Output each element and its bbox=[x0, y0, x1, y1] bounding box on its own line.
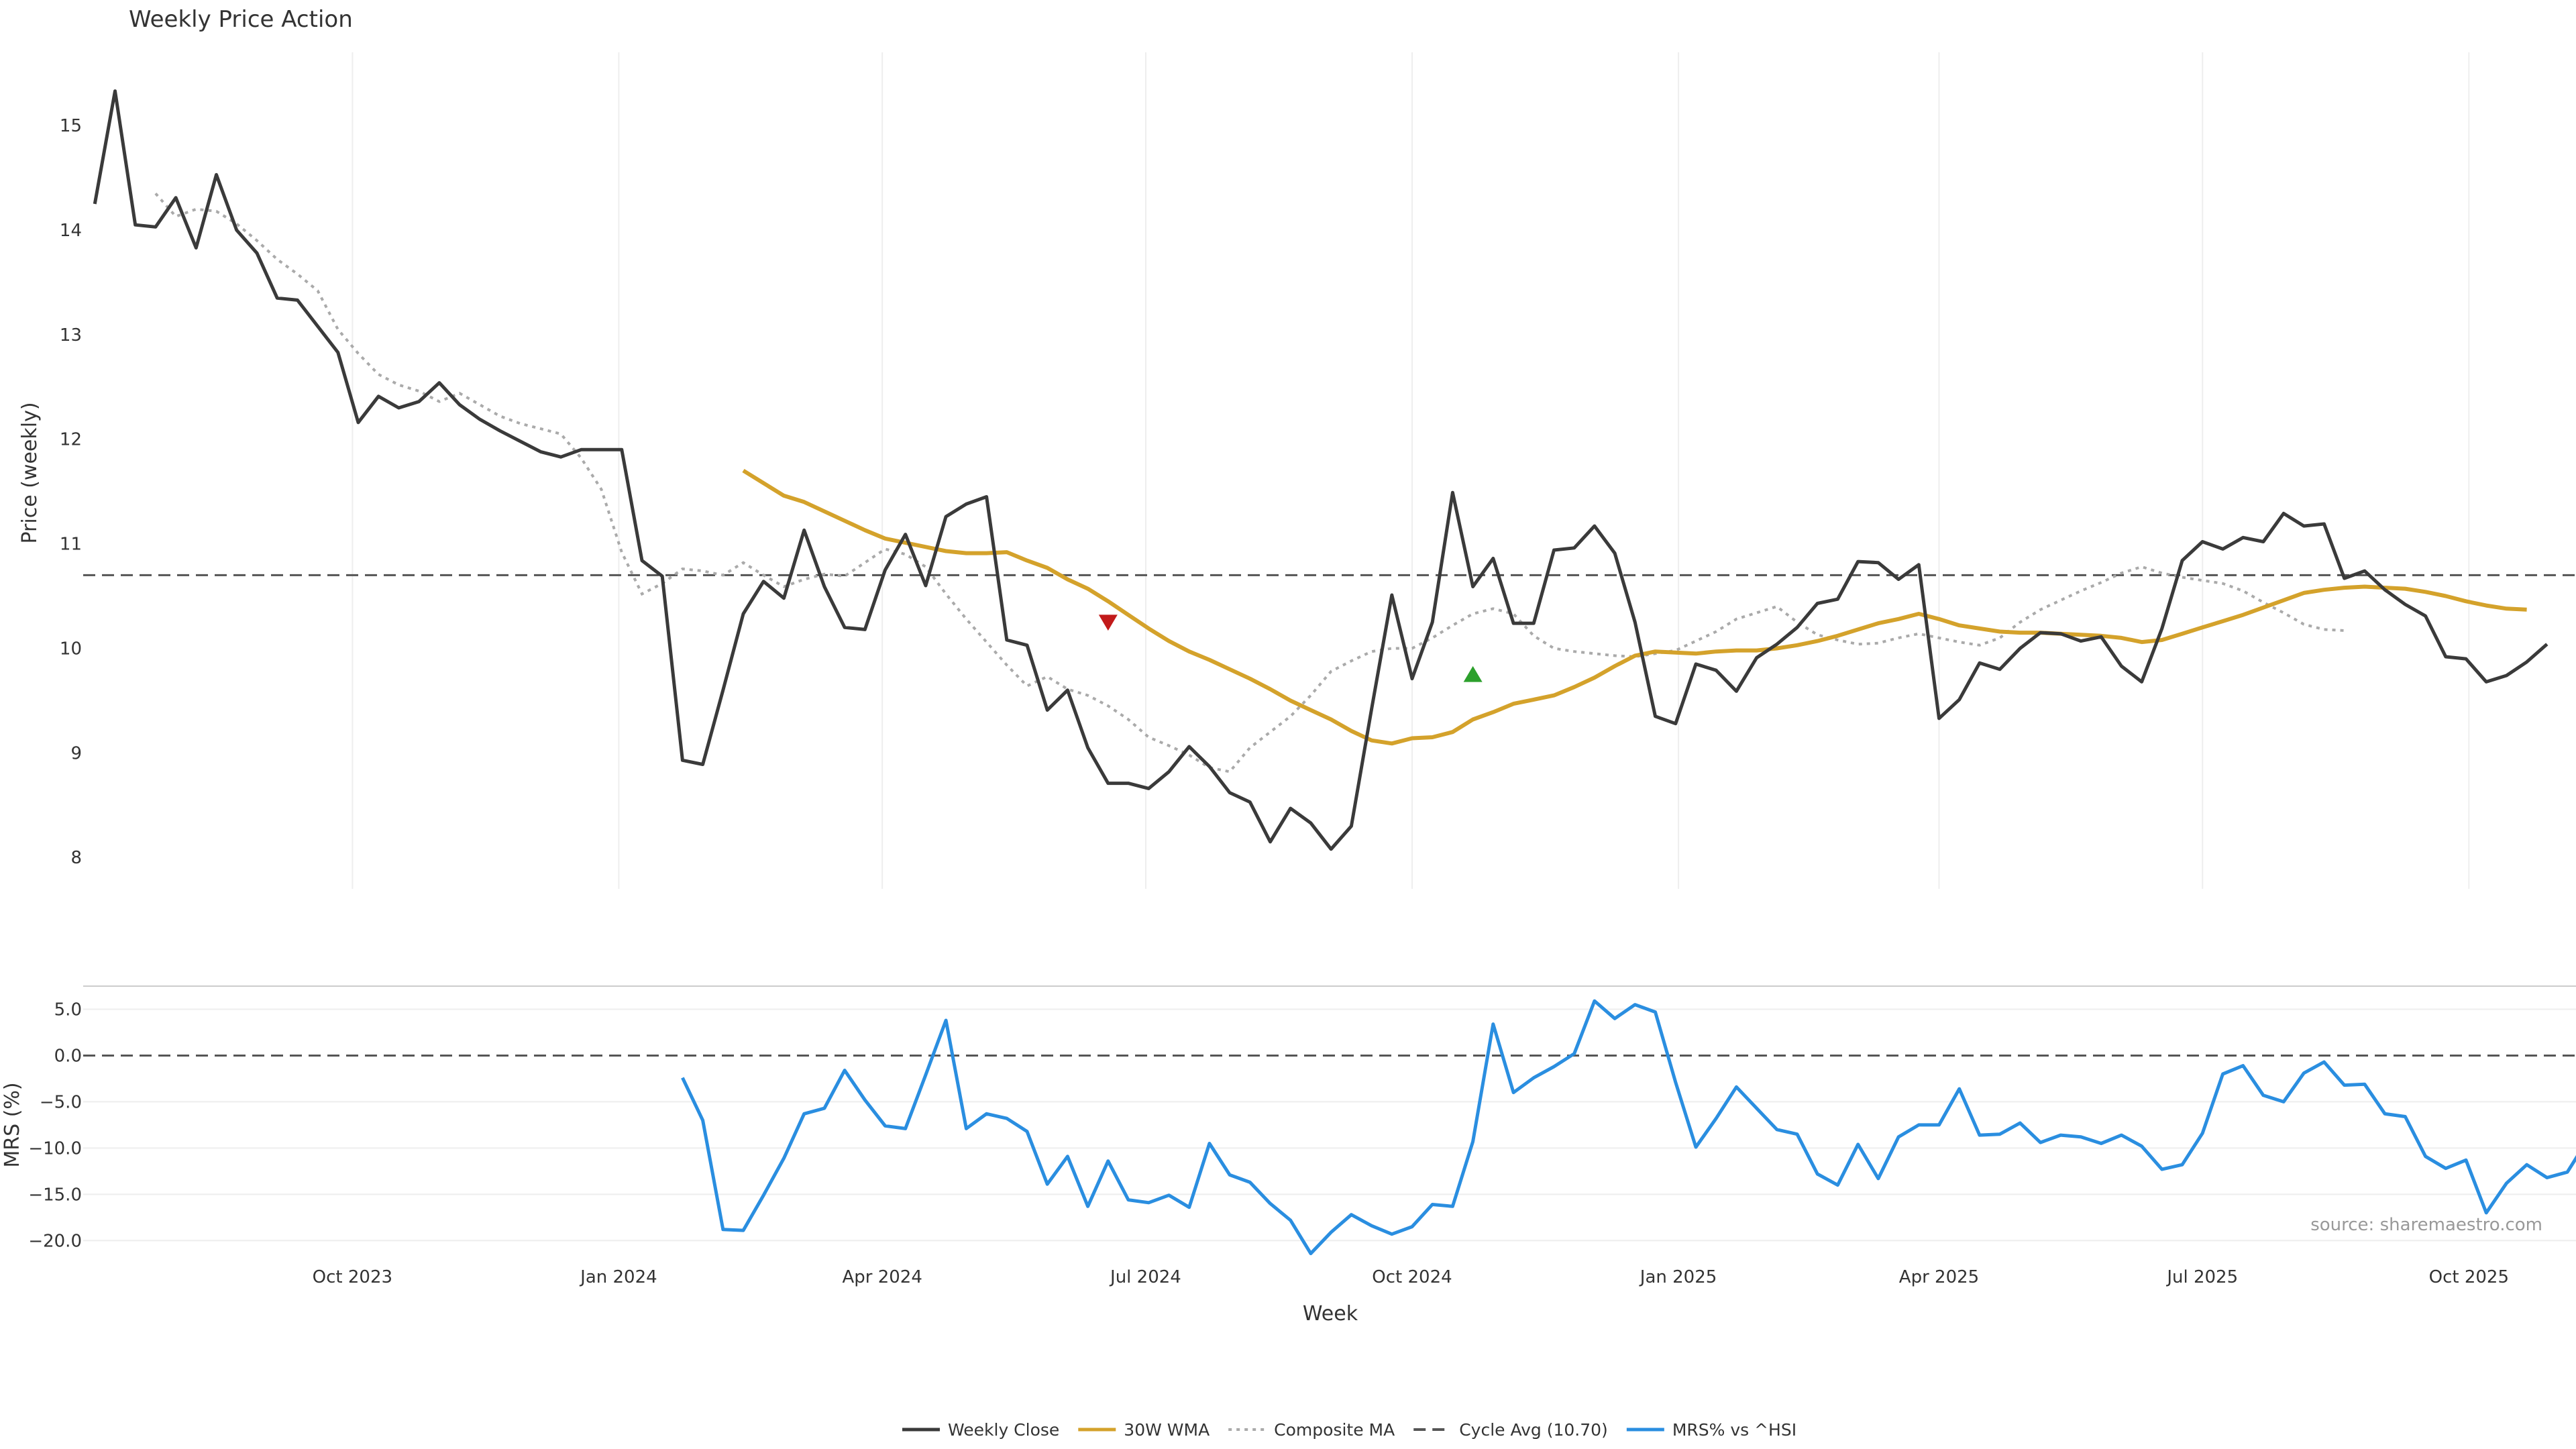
price-y-tick: 15 bbox=[60, 116, 82, 136]
sell-signal-marker bbox=[1098, 614, 1118, 631]
price-y-tick: 9 bbox=[70, 743, 82, 763]
mrs-gridlines bbox=[83, 1008, 2576, 1242]
x-tick-label: Jan 2025 bbox=[1639, 1267, 1717, 1287]
price-y-tick: 8 bbox=[70, 848, 82, 868]
x-axis-ticks: Oct 2023 Jan 2024 Apr 2024 Jul 2024 Oct 2024… bbox=[313, 1267, 2509, 1287]
source-note: source: sharemaestro.com bbox=[2310, 1215, 2542, 1235]
price-panel: 8 9 10 11 12 13 14 15 Price (weekly) bbox=[18, 52, 2576, 889]
legend-label: Composite MA bbox=[1274, 1420, 1395, 1440]
x-tick-label: Oct 2024 bbox=[1372, 1267, 1452, 1287]
price-y-tick: 12 bbox=[60, 430, 82, 450]
price-y-axis-label: Price (weekly) bbox=[18, 402, 42, 543]
legend-label: Weekly Close bbox=[948, 1420, 1059, 1440]
legend-label: 30W WMA bbox=[1124, 1420, 1210, 1440]
weekly-close-line bbox=[93, 89, 2548, 851]
price-gridlines bbox=[352, 52, 2470, 889]
wma-30w-line bbox=[742, 468, 2527, 746]
mrs-y-tick: −15.0 bbox=[28, 1185, 82, 1205]
mrs-y-tick: −5.0 bbox=[40, 1092, 82, 1112]
x-tick-label: Oct 2023 bbox=[313, 1267, 392, 1287]
price-y-tick: 14 bbox=[60, 221, 82, 241]
x-tick-label: Jul 2025 bbox=[2165, 1267, 2238, 1287]
mrs-y-tick: 5.0 bbox=[54, 1000, 82, 1020]
x-tick-label: Apr 2025 bbox=[1899, 1267, 1979, 1287]
signal-markers bbox=[1098, 614, 1483, 682]
x-axis-label: Week bbox=[1303, 1302, 1358, 1326]
price-y-tick: 10 bbox=[60, 639, 82, 659]
mrs-panel: 5.0 0.0 −5.0 −10.0 −15.0 −20.0 MRS (%) source… bbox=[1, 985, 2576, 1256]
legend-label: Cycle Avg (10.70) bbox=[1459, 1420, 1608, 1440]
mrs-line bbox=[681, 999, 2576, 1256]
legend-item: MRS% vs ^HSI bbox=[1626, 1420, 1796, 1440]
mrs-y-tick: −20.0 bbox=[28, 1231, 82, 1251]
mrs-y-tick: 0.0 bbox=[54, 1046, 82, 1066]
mrs-y-tick: −10.0 bbox=[28, 1138, 82, 1159]
legend: Weekly Close 30W WMA Composite MA Cycle Avg… bbox=[902, 1420, 1796, 1440]
x-tick-label: Jan 2024 bbox=[579, 1267, 657, 1287]
legend-label: MRS% vs ^HSI bbox=[1672, 1420, 1796, 1440]
legend-item: Weekly Close bbox=[902, 1420, 1059, 1440]
price-y-tick: 13 bbox=[60, 325, 82, 345]
price-y-ticks: 8 9 10 11 12 13 14 15 bbox=[60, 116, 82, 868]
buy-signal-marker bbox=[1463, 665, 1483, 682]
x-tick-label: Jul 2024 bbox=[1109, 1267, 1181, 1287]
price-y-tick: 11 bbox=[60, 535, 82, 555]
x-tick-label: Apr 2024 bbox=[842, 1267, 922, 1287]
legend-item: Cycle Avg (10.70) bbox=[1413, 1420, 1608, 1440]
chart-title: Weekly Price Action bbox=[129, 6, 353, 33]
mrs-y-axis-label: MRS (%) bbox=[1, 1082, 24, 1167]
x-tick-label: Oct 2025 bbox=[2429, 1267, 2509, 1287]
legend-item: 30W WMA bbox=[1078, 1420, 1210, 1440]
mrs-y-ticks: 5.0 0.0 −5.0 −10.0 −15.0 −20.0 bbox=[28, 1000, 82, 1251]
composite-ma-line bbox=[154, 193, 2345, 773]
legend-item: Composite MA bbox=[1228, 1420, 1395, 1440]
